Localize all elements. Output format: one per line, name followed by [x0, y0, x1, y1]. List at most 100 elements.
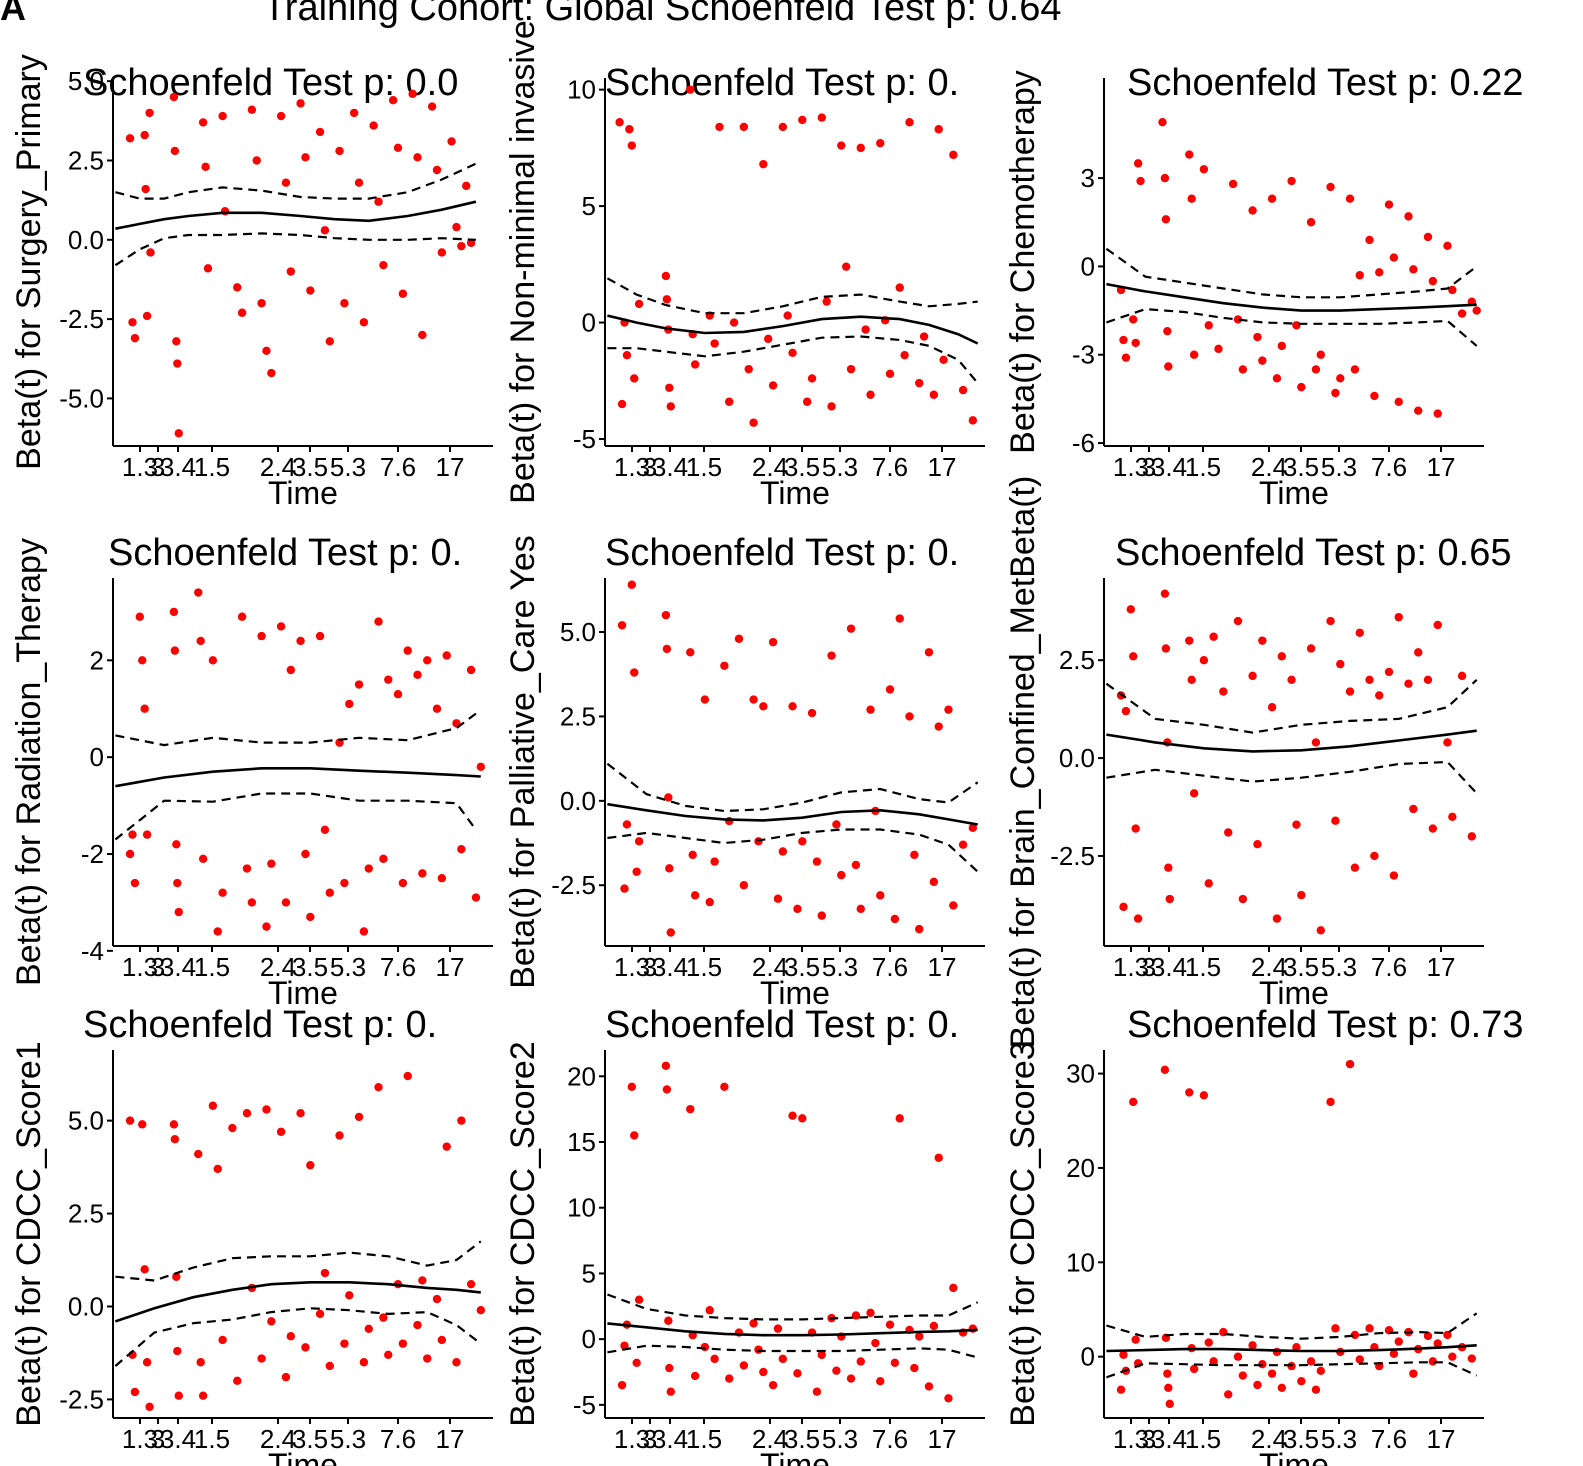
x-tick-label: 3 — [151, 952, 165, 982]
x-tick-label: 3.5 — [292, 452, 328, 482]
data-point — [900, 350, 909, 360]
global-title: Training Cohort: Global Schoenfeld Test … — [263, 0, 1061, 29]
data-point — [866, 1308, 875, 1318]
y-tick-label: -2.5 — [551, 870, 596, 900]
data-point — [447, 137, 456, 146]
data-point — [856, 1357, 865, 1366]
data-point — [173, 1346, 182, 1356]
data-point — [861, 325, 870, 334]
data-point — [1375, 691, 1384, 700]
data-point — [125, 134, 135, 143]
data-point — [142, 1358, 152, 1367]
x-tick-label: 5.3 — [1321, 1424, 1357, 1454]
data-point — [630, 1131, 639, 1140]
x-tick-label: 5.3 — [822, 1424, 858, 1454]
data-point — [632, 1358, 641, 1368]
data-point — [876, 1377, 885, 1386]
data-point — [1238, 365, 1248, 374]
data-point — [172, 1272, 181, 1281]
upper-ci-line — [1105, 247, 1478, 299]
y-tick-label: 0.0 — [1059, 743, 1095, 773]
data-point — [768, 1380, 778, 1390]
data-point — [1384, 667, 1394, 677]
x-tick-label: 1.5 — [1185, 1424, 1221, 1454]
data-point — [374, 617, 383, 626]
data-point — [1292, 820, 1301, 829]
data-point — [876, 891, 885, 900]
panel-title: Schoenfeld Test p: 0. — [605, 532, 959, 574]
data-point — [1131, 1335, 1140, 1344]
lower-ci-line — [1106, 1361, 1478, 1379]
data-point — [301, 1343, 310, 1352]
data-point — [1161, 215, 1171, 224]
data-point — [220, 207, 230, 216]
data-point — [949, 150, 958, 160]
data-point — [634, 837, 644, 846]
data-point — [1467, 1354, 1477, 1363]
data-point — [817, 911, 826, 920]
data-point — [617, 1380, 627, 1390]
fit-line — [114, 1281, 481, 1323]
data-point — [630, 668, 639, 677]
data-point — [1199, 1091, 1209, 1100]
data-point — [910, 850, 919, 860]
data-point — [1443, 241, 1452, 251]
data-point — [130, 1387, 140, 1397]
x-tick-label: 1.3 — [614, 952, 650, 982]
data-point — [1350, 365, 1360, 374]
y-axis-label: Beta(t) for CDCC_Score1 — [10, 1041, 48, 1426]
data-point — [196, 1358, 205, 1367]
data-point — [768, 381, 778, 390]
data-point — [247, 105, 257, 114]
x-tick-label: 7.6 — [1371, 952, 1407, 982]
x-tick-label: 1.5 — [1185, 452, 1221, 482]
data-point — [208, 656, 218, 665]
data-point — [910, 1363, 919, 1373]
data-point — [1204, 1338, 1213, 1347]
data-point — [1389, 871, 1399, 880]
data-point — [1160, 589, 1170, 598]
data-point — [1414, 648, 1423, 657]
panel-8: Schoenfeld Test p: 0. Beta(t) for CDCC_Sc… — [504, 1004, 985, 1466]
data-point — [306, 912, 315, 922]
data-point — [457, 844, 466, 854]
data-point — [296, 1108, 305, 1118]
data-point — [315, 631, 325, 641]
data-point — [218, 111, 227, 121]
data-point — [335, 146, 344, 156]
data-point — [276, 622, 286, 631]
data-point — [146, 248, 155, 257]
data-point — [325, 337, 334, 346]
data-point — [1126, 605, 1135, 614]
data-point — [135, 612, 144, 621]
data-point — [437, 248, 447, 257]
y-tick-label: 20 — [567, 1061, 596, 1091]
data-point — [686, 1104, 695, 1114]
data-point — [1209, 1357, 1218, 1366]
data-point — [169, 92, 179, 102]
data-point — [306, 1161, 315, 1170]
data-point — [1423, 1331, 1433, 1341]
data-point — [866, 390, 875, 399]
data-point — [1428, 276, 1438, 286]
data-point — [929, 390, 939, 399]
x-tick-label: 1.3 — [1113, 452, 1149, 482]
data-point — [1326, 1097, 1335, 1107]
data-point — [856, 143, 865, 153]
data-point — [237, 308, 247, 317]
data-point — [968, 823, 978, 833]
data-point — [1306, 218, 1316, 227]
y-tick-label: 0 — [582, 308, 596, 338]
data-point — [457, 1116, 466, 1125]
panel-title: Schoenfeld Test p: 0.0 — [83, 62, 458, 104]
data-point — [169, 1120, 179, 1129]
data-point — [276, 111, 286, 121]
fit-line — [115, 767, 481, 788]
data-point — [301, 153, 310, 162]
data-point — [798, 1114, 807, 1123]
data-point — [281, 178, 291, 187]
data-point — [418, 330, 427, 340]
data-point — [1116, 1385, 1126, 1394]
x-tick-label: 7.6 — [1371, 452, 1407, 482]
data-point — [141, 184, 150, 194]
